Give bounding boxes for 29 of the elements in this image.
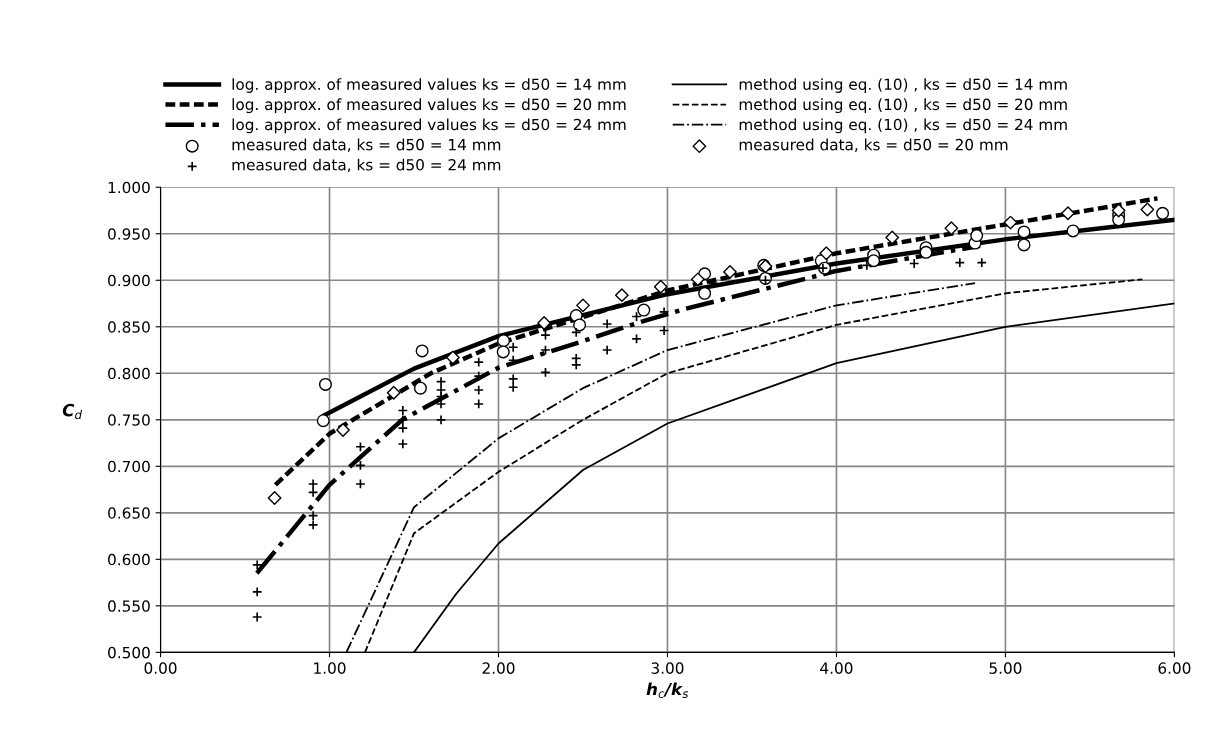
y-tick-label: 0.550 [108, 600, 150, 612]
legend-label: log. approx. of measured values ks = d50 = 24 mm [232, 118, 626, 134]
x-tick-label: 3.00 [651, 662, 684, 674]
x-tick-label: 0.00 [144, 662, 177, 674]
legend-label: log. approx. of measured values ks = d50 = 20 mm [232, 98, 626, 114]
x-tick-label: 6.00 [1158, 662, 1191, 674]
legend-label: measured data, ks = d50 = 24 mm [232, 158, 501, 173]
legend-label: measured data, ks = d50 = 20 mm [739, 138, 1008, 152]
y-tick-label: 0.700 [108, 460, 150, 473]
legend-label: method using eq. (10) , ks = d50 = 20 mm [739, 98, 1067, 114]
x-tick-label: 4.00 [820, 662, 853, 674]
y-axis-title: C$_{d}$ [62, 403, 83, 420]
x-tick-label: 2.00 [482, 662, 515, 674]
y-tick-label: 0.800 [108, 367, 150, 380]
y-tick-label: 0.500 [108, 646, 150, 659]
legend-label: measured data, ks = d50 = 14 mm [232, 138, 501, 152]
legend-label: log. approx. of measured values ks = d50 = 14 mm [232, 78, 626, 93]
x-tick-label: 5.00 [989, 662, 1022, 674]
y-tick-label: 1.000 [108, 181, 150, 194]
legend-label: method using eq. (10) , ks = d50 = 24 mm [739, 118, 1067, 134]
y-tick-label: 0.650 [108, 507, 150, 519]
y-tick-label: 0.750 [108, 414, 150, 426]
y-tick-label: 0.950 [108, 228, 150, 240]
x-axis-title: h$_{c}$/k$_{s}$ [646, 682, 689, 698]
y-tick-label: 0.850 [108, 321, 150, 333]
y-tick-label: 0.900 [108, 274, 150, 287]
x-tick-label: 1.00 [314, 662, 346, 674]
legend-label: method using eq. (10) , ks = d50 = 14 mm [739, 78, 1067, 93]
y-tick-label: 0.600 [108, 553, 150, 566]
